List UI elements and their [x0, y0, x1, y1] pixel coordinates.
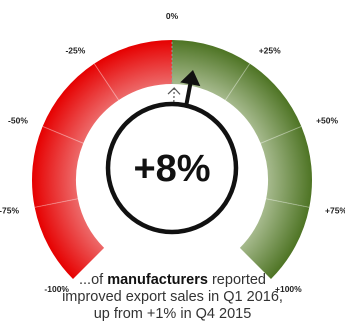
gauge-tick-label: -100%: [44, 284, 69, 294]
gauge-divider: [224, 63, 251, 101]
previous-value-arrowhead: [167, 87, 181, 95]
gauge-divider: [266, 198, 310, 208]
gauge-divider: [93, 63, 120, 101]
gauge-segments: [31, 40, 312, 279]
gauge-segment: [31, 126, 84, 208]
caption-suffix: reported: [207, 272, 266, 288]
gauge-tick-label: -25%: [65, 45, 85, 55]
caption-bold-subject: manufacturers: [107, 272, 208, 288]
gauge-divider: [260, 125, 302, 144]
gauge-segment: [260, 126, 312, 208]
gauge-divider: [34, 198, 78, 208]
caption-prefix: ...of: [79, 272, 108, 288]
gauge-tick-labels: -100% -75% -50% -25% 0% +25% +50% +75% +100%: [0, 11, 345, 294]
gauge-tick-label: -50%: [8, 115, 28, 125]
gauge-value-label: +8%: [133, 148, 210, 190]
gauge-caption: ...of manufacturers reported improved ex…: [0, 272, 345, 323]
gauge-segment: [34, 198, 105, 279]
gauge-segment: [94, 40, 172, 101]
caption-line-3: up from +1% in Q4 2015: [93, 306, 252, 322]
gauge-tick-label: +75%: [325, 205, 345, 215]
gauge-tick-label: +25%: [259, 45, 281, 55]
needle-arrowhead: [180, 69, 201, 87]
gauge-dividers: [34, 40, 310, 208]
gauge-segment: [225, 63, 302, 144]
gauge-tick-label: +50%: [316, 115, 338, 125]
gauge-tick-label: -75%: [0, 205, 19, 215]
gauge-segment: [239, 198, 310, 279]
gauge-divider: [42, 125, 84, 144]
gauge-tick-label: +100%: [275, 284, 302, 294]
center-dial: [105, 101, 239, 235]
caption-line-1: ...of manufacturers reported: [0, 272, 345, 289]
caption-line-2: improved export sales in Q1 2016,: [62, 289, 283, 305]
gauge-tick-label: 0%: [166, 11, 179, 21]
gauge-segment: [42, 63, 119, 144]
